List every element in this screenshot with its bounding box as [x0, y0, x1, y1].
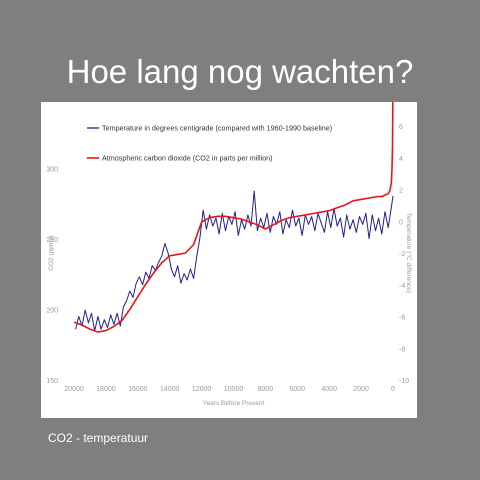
x-tick-label: 14000 [160, 386, 180, 393]
co2-series-line [73, 102, 394, 333]
x-tick-label: 10000 [224, 386, 244, 393]
x-tick-label: 2000 [353, 386, 369, 393]
x-tick-label: 20000 [64, 386, 84, 393]
y-left-tick-label: 200 [46, 307, 58, 314]
legend-label-temperature: Temperature in degrees centigrade (compa… [102, 124, 332, 133]
y-right-tick-label: -10 [399, 378, 409, 385]
y-left-tick-label: 150 [46, 378, 58, 385]
y-right-axis-label: Temperature (°C difference) [405, 213, 413, 293]
y-right-tick-label: -6 [399, 315, 405, 322]
x-axis-label: Years Before Present [203, 400, 265, 407]
x-tick-label: 18000 [96, 386, 116, 393]
y-right-tick-label: 0 [399, 219, 403, 226]
temperature-series-group [75, 190, 394, 332]
y-left-tick-label: 300 [46, 166, 58, 173]
y-right-tick-label: -8 [399, 346, 405, 353]
x-tick-label: 16000 [128, 386, 148, 393]
y-right-tick-label: -2 [399, 251, 405, 258]
chart-panel: 20000 18000 16000 14000 12000 10000 8000 6000 40… [41, 102, 417, 418]
y-right-tick-label: 6 [399, 124, 403, 131]
x-tick-label: 6000 [290, 386, 306, 393]
y-left-tick-label: 250 [46, 237, 58, 244]
x-tick-label: 8000 [258, 386, 274, 393]
temperature-series-line [75, 190, 394, 332]
y-right-tick-label: 4 [399, 156, 403, 163]
y-right-tick-label: 2 [399, 188, 403, 195]
co2-temperature-chart: 20000 18000 16000 14000 12000 10000 8000 6000 40… [46, 102, 413, 407]
y-right-tick-label: -4 [399, 283, 405, 290]
slide-title: Hoe lang nog wachten? [66, 53, 414, 90]
x-tick-label: 4000 [321, 386, 337, 393]
axes-group: 20000 18000 16000 14000 12000 10000 8000 6000 40… [46, 124, 413, 407]
slide-caption: CO2 - temperatuur [48, 431, 149, 445]
x-tick-label: 0 [391, 386, 395, 393]
y-left-axis-label: CO2 (ppmv) [48, 235, 55, 270]
x-tick-label: 12000 [192, 386, 212, 393]
co2-series-group [73, 102, 394, 333]
legend-label-co2: Atmospheric carbon dioxide (CO2 in parts… [102, 154, 273, 163]
legend: Temperature in degrees centigrade (compa… [87, 124, 332, 163]
